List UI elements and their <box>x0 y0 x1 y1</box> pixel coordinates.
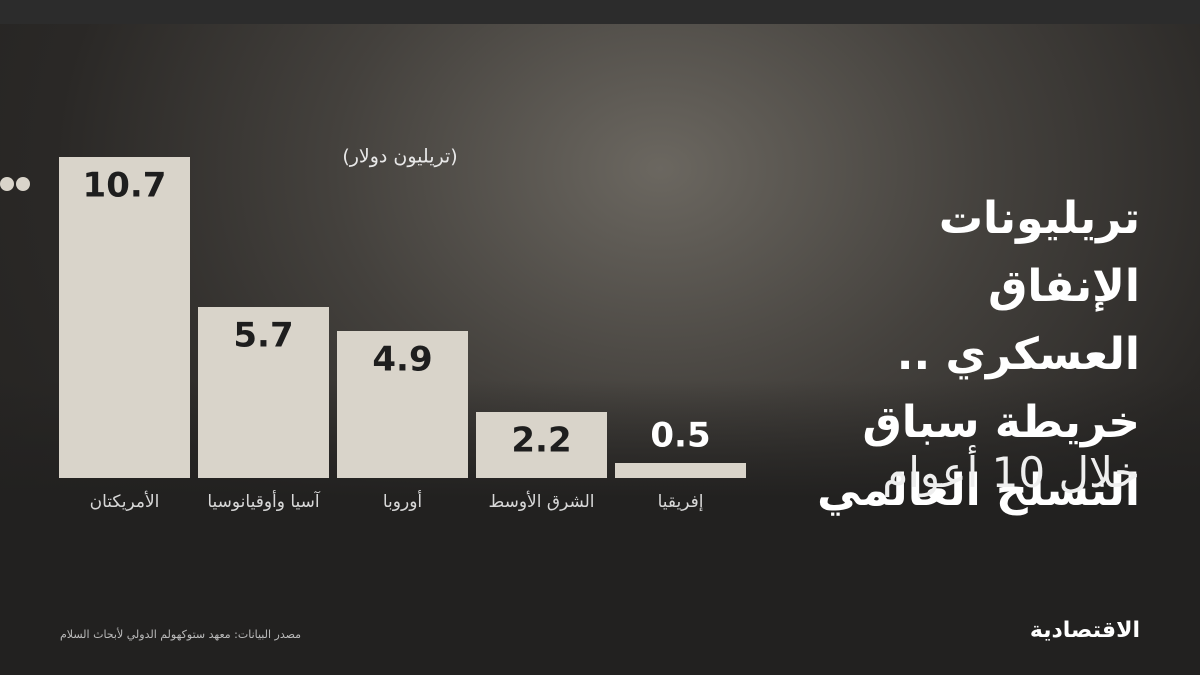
x-tick-label: آسيا وأوقيانوسيا <box>207 490 321 512</box>
top-band <box>0 0 1200 24</box>
x-tick-label: الأمريكتان <box>90 491 160 512</box>
value-label: 5.7 <box>233 316 293 356</box>
bar <box>337 331 468 478</box>
value-label: 0.5 <box>650 416 710 456</box>
bar <box>198 307 329 478</box>
x-tick-label: إفريقيا <box>658 492 704 512</box>
subtitle: خلال 10 أعوام <box>882 448 1140 497</box>
value-label: 4.9 <box>372 340 432 380</box>
logo: الاقتصادية <box>1029 618 1140 643</box>
bar <box>59 157 190 478</box>
chart: (تريليون دولار) 10.7 الأمريكتان 5.7 آسيا وأ… <box>59 146 746 512</box>
bar <box>476 412 607 478</box>
source: مصدر البيانات: معهد ستوكهولم الدولي لأبح… <box>60 628 302 641</box>
unit-label: (تريليون دولار) <box>342 146 457 168</box>
value-label: 2.2 <box>511 421 571 461</box>
value-label: 10.7 <box>83 166 167 206</box>
dots-icon <box>0 177 30 191</box>
x-tick-label: الشرق الأوسط <box>488 491 594 512</box>
title: تريليونات الإنفاق العسكري .. خريطة سباق … <box>817 193 1140 516</box>
x-tick-label: أوروبا <box>383 490 422 512</box>
bar <box>615 463 746 478</box>
